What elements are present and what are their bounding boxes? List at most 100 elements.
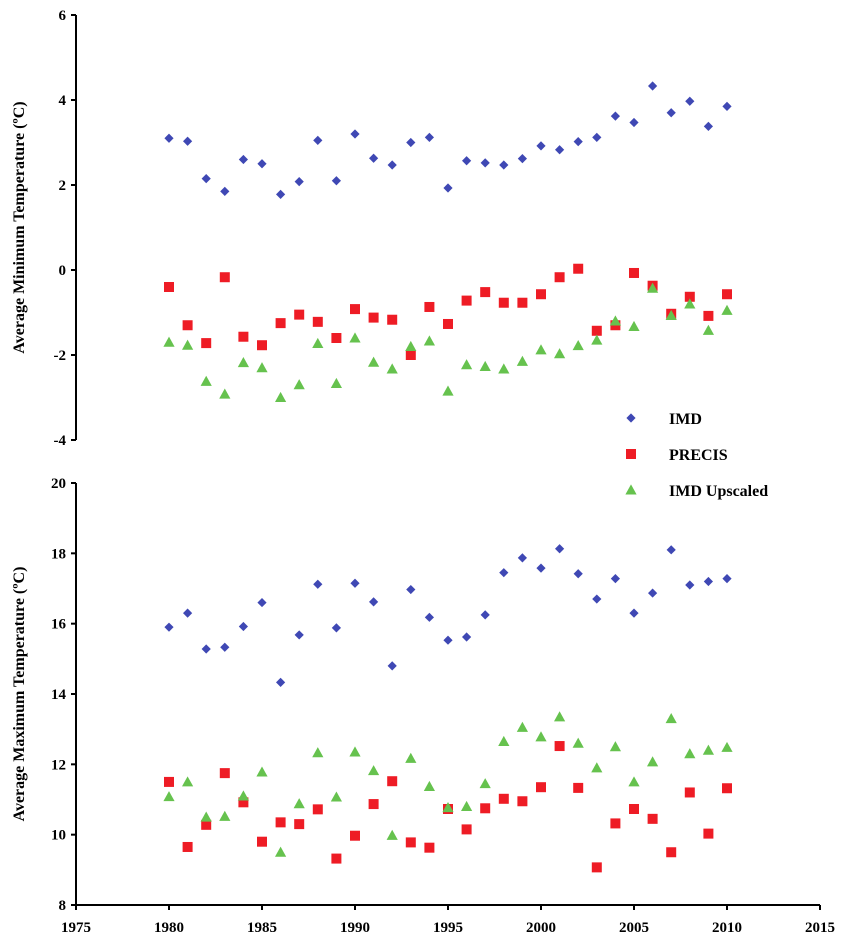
- bottom-imd-upscaled-point: [554, 711, 566, 722]
- top-precis-point: [424, 301, 435, 312]
- top-precis-point: [368, 312, 379, 323]
- top-y-tick-label: -4: [54, 433, 67, 449]
- legend-item-precis: PRECIS: [626, 447, 728, 464]
- top-imd-upscaled-point: [182, 339, 194, 350]
- top-imd-upscaled-point: [163, 336, 175, 347]
- top-precis-point: [554, 272, 565, 283]
- top-imd-upscaled-point: [423, 335, 435, 346]
- legend-marker-square: [626, 449, 636, 459]
- legend: IMD PRECIS IMD Upscaled: [625, 411, 768, 500]
- bottom-imd-point: [201, 644, 211, 654]
- bottom-imd-point: [369, 597, 379, 607]
- bottom-imd-point: [685, 580, 695, 590]
- top-imd-point: [462, 156, 472, 166]
- bottom-imd-point: [629, 608, 639, 618]
- bottom-imd-upscaled-point: [237, 790, 249, 801]
- bottom-precis-point: [424, 842, 435, 853]
- top-imd-point: [164, 133, 174, 143]
- bottom-precis-point: [164, 776, 174, 787]
- bottom-imd-point: [703, 576, 713, 587]
- top-imd-point: [406, 137, 416, 148]
- top-imd-point: [499, 160, 509, 170]
- bottom-y-tick-label: 18: [51, 546, 66, 562]
- legend-marker-diamond: [626, 413, 636, 423]
- top-imd-point: [369, 153, 379, 163]
- bottom-imd-point: [536, 563, 546, 573]
- bottom-x-tick-label: 1975: [61, 920, 91, 936]
- bottom-imd-upscaled-point: [721, 741, 733, 752]
- top-imd-point: [536, 141, 546, 151]
- bottom-imd-point: [666, 545, 676, 555]
- top-precis-point: [480, 287, 491, 298]
- top-y-tick-label: 4: [59, 93, 67, 109]
- bottom-precis-point: [573, 782, 584, 793]
- bottom-precis-point: [684, 787, 695, 798]
- top-imd-upscaled-point: [721, 304, 733, 315]
- bottom-panel-max-temperature: 20 18 16 14 12 10 8 Average Maximum Temperature…: [11, 476, 835, 936]
- top-precis-point: [536, 289, 546, 300]
- bottom-imd-point: [406, 584, 416, 595]
- bottom-imd-upscaled-point: [163, 791, 175, 802]
- bottom-x-tick-label: 2010: [712, 920, 742, 936]
- top-imd-point: [666, 108, 676, 118]
- top-precis-point: [312, 316, 323, 327]
- top-imd-upscaled-point: [330, 377, 342, 388]
- bottom-precis-point: [275, 817, 286, 828]
- bottom-imd-point: [220, 642, 230, 652]
- top-imd-point: [201, 174, 211, 184]
- bottom-y-tick-label: 20: [51, 476, 66, 492]
- bottom-precis-point: [350, 830, 360, 841]
- bottom-imd-point: [499, 568, 509, 578]
- bottom-imd-point: [648, 588, 658, 598]
- bottom-precis-point: [554, 741, 565, 752]
- top-imd-upscaled-point: [256, 362, 268, 373]
- top-precis-point: [238, 331, 249, 342]
- bottom-imd-point: [517, 553, 527, 563]
- top-imd-upscaled-point: [349, 332, 361, 343]
- top-precis-point: [573, 263, 584, 274]
- top-imd-upscaled-point: [498, 363, 510, 374]
- top-imd-upscaled-point: [237, 357, 249, 368]
- bottom-imd-upscaled-point: [665, 713, 677, 724]
- top-imd-upscaled-point: [461, 359, 473, 370]
- top-precis-point: [387, 314, 398, 325]
- bottom-precis-point: [610, 818, 621, 829]
- bottom-precis-point: [294, 819, 305, 830]
- bottom-imd-upscaled-point: [312, 747, 324, 758]
- top-precis-point: [722, 289, 732, 300]
- top-precis-point: [703, 310, 714, 321]
- bottom-imd-point: [387, 661, 397, 671]
- bottom-imd-upscaled-point: [591, 762, 603, 773]
- bottom-imd-point: [573, 569, 583, 579]
- legend-label: IMD Upscaled: [669, 483, 768, 500]
- bottom-x-tick-label: 1995: [433, 920, 463, 936]
- top-precis-point: [443, 318, 453, 329]
- bottom-precis-point: [703, 828, 714, 839]
- bottom-imd-upscaled-point: [461, 800, 473, 812]
- top-imd-point: [424, 132, 434, 142]
- bottom-imd-upscaled-point: [516, 721, 528, 732]
- bottom-precis-point: [629, 803, 639, 814]
- bottom-precis-point: [182, 841, 193, 852]
- bottom-precis-point: [201, 819, 212, 830]
- top-imd-point: [331, 176, 341, 186]
- top-precis-point: [405, 350, 416, 360]
- bottom-imd-upscaled-point: [256, 766, 268, 777]
- bottom-precis-point: [219, 768, 230, 779]
- bottom-imd-upscaled-point: [498, 735, 510, 746]
- top-precis-point: [182, 320, 193, 331]
- legend-label: PRECIS: [669, 447, 728, 464]
- bottom-imd-upscaled-point: [219, 810, 231, 821]
- top-imd-upscaled-point: [591, 334, 603, 345]
- bottom-imd-point: [462, 632, 472, 642]
- bottom-y-tick-label: 14: [51, 687, 67, 703]
- bottom-imd-upscaled-point: [182, 776, 194, 787]
- bottom-imd-upscaled-point: [386, 829, 398, 840]
- top-imd-point: [276, 189, 286, 199]
- top-imd-point: [703, 121, 713, 131]
- top-precis-point: [275, 318, 286, 329]
- top-precis-point: [629, 267, 639, 278]
- bottom-precis-point: [480, 803, 491, 814]
- bottom-precis-point: [461, 824, 472, 835]
